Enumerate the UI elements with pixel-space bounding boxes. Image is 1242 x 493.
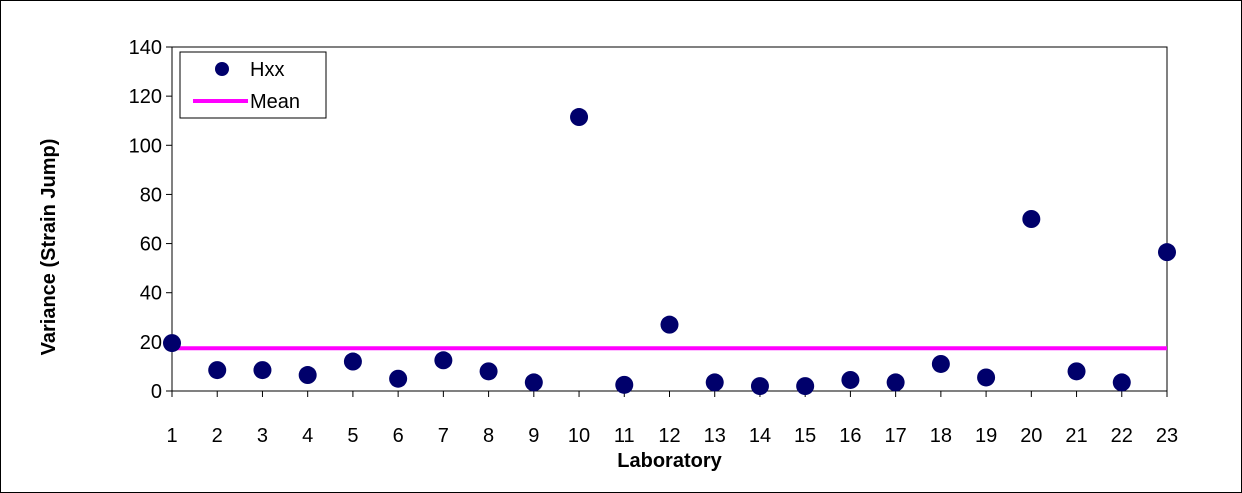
data-point-hxx [1112,373,1131,392]
data-point-hxx [931,354,950,373]
legend-label-hxx: Hxx [250,59,284,81]
data-point-hxx [615,375,634,394]
x-tick-label: 21 [1065,425,1087,447]
data-point-hxx [705,373,724,392]
data-point-hxx [1022,210,1041,228]
legend-box [179,51,327,119]
x-tick-label: 5 [347,425,358,447]
x-tick-label: 6 [393,425,404,447]
data-point-hxx [389,369,408,388]
y-axis-title: Variance (Strain Jump) [38,139,60,356]
data-point-hxx [343,352,362,371]
x-tick-label: 19 [975,425,997,447]
x-axis-title: Laboratory [617,450,722,472]
data-point-hxx [1158,243,1176,262]
y-tick-label: 80 [140,184,162,206]
x-tick-label: 23 [1156,425,1178,447]
y-tick-label: 40 [140,283,162,305]
y-tick-label: 100 [129,135,162,157]
legend-label-mean: Mean [250,91,300,113]
y-axis: 0 20 40 60 80 100 120 140 [129,37,172,403]
x-tick-label: 3 [257,425,268,447]
y-tick-label: 140 [129,37,162,59]
data-point-hxx [479,362,498,381]
data-point-hxx [750,377,769,396]
x-tick-label: 14 [749,425,771,447]
x-tick-label: 9 [528,425,539,447]
data-point-hxx [298,366,317,385]
x-tick-label: 22 [1111,425,1133,447]
x-tick-label: 7 [438,425,449,447]
plot-area [171,46,1168,392]
data-point-hxx [841,370,860,389]
x-tick-label: 1 [166,425,177,447]
data-point-hxx [208,361,227,380]
x-tick-label: 13 [704,425,726,447]
x-axis: 1 2 3 4 5 6 7 8 9 10 11 12 13 14 15 16 17 18 19 20 21 22 23 [166,391,1178,447]
x-tick-label: 8 [483,425,494,447]
data-point-hxx [163,334,181,353]
x-tick-label: 16 [839,425,861,447]
x-tick-label: 17 [885,425,907,447]
data-point-hxx [977,368,996,387]
series-layer [163,108,1176,396]
y-tick-label: 20 [140,332,162,354]
x-tick-label: 18 [930,425,952,447]
data-point-hxx [434,351,453,370]
x-tick-label: 12 [658,425,680,447]
data-point-hxx [570,108,589,127]
x-tick-label: 2 [212,425,223,447]
x-tick-label: 20 [1020,425,1042,447]
y-tick-label: 60 [140,234,162,256]
x-tick-label: 10 [568,425,590,447]
data-point-hxx [886,373,905,392]
data-point-hxx [1067,362,1086,381]
data-point-hxx [524,373,543,392]
data-point-hxx [660,315,679,334]
y-tick-label: 120 [129,86,162,108]
data-point-hxx [253,361,272,380]
x-tick-label: 15 [794,425,816,447]
data-point-hxx [796,377,815,396]
legend-marker-hxx [215,62,229,76]
legend: Hxx Mean [179,51,327,119]
x-tick-label: 4 [302,425,313,447]
x-tick-label: 11 [614,425,635,447]
y-tick-label: 0 [151,381,162,403]
